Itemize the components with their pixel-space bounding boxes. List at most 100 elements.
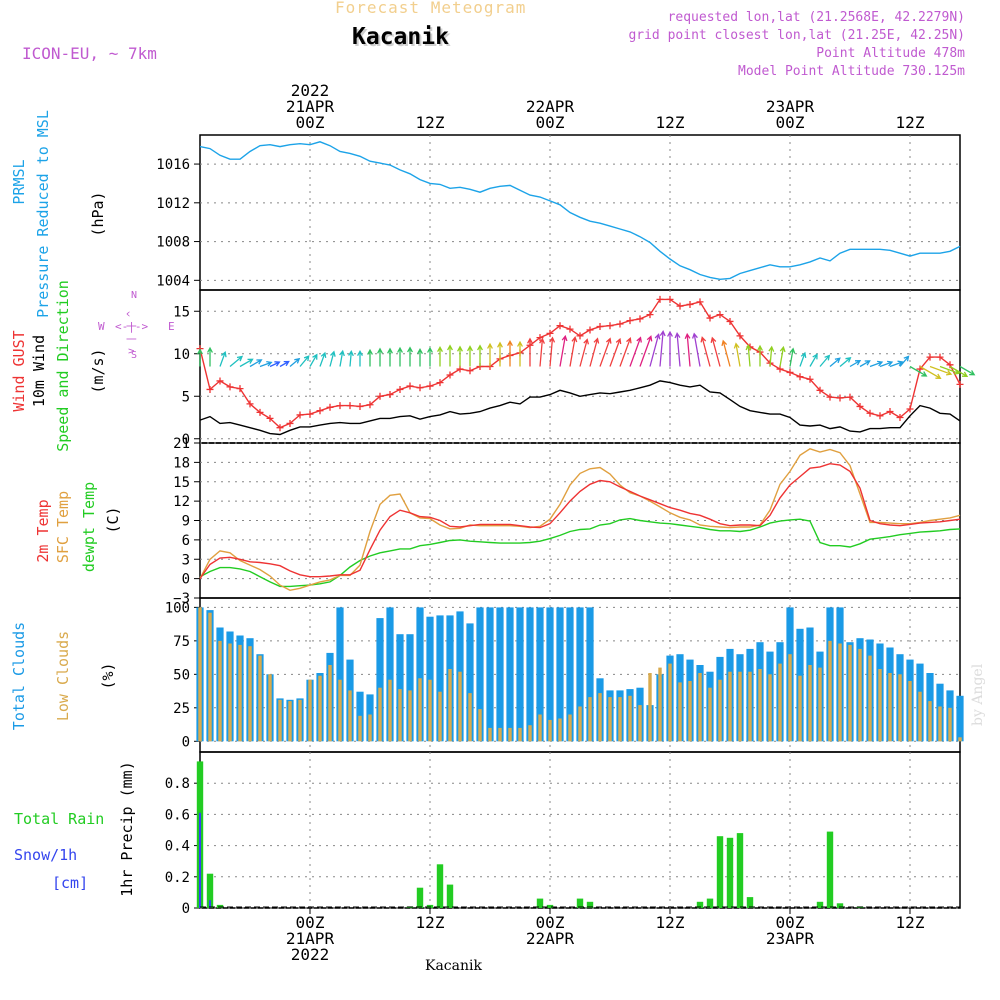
- wind-gust-marker: [266, 414, 274, 422]
- low-cloud-bar: [778, 663, 782, 742]
- rain-bar: [416, 887, 424, 908]
- wind-gust-marker: [296, 411, 304, 419]
- wind-direction-arrow: [259, 360, 273, 368]
- wind-gust-marker: [236, 385, 244, 393]
- temp-dewpt-label: dewpt Temp: [80, 482, 98, 572]
- wind-direction-arrow: [417, 347, 423, 367]
- wind-direction-arrow: [789, 347, 796, 367]
- total-cloud-bar: [956, 695, 964, 742]
- snow-unit-label: [cm]: [52, 874, 88, 892]
- wind-ytick-label: 5: [182, 389, 190, 405]
- low-cloud-bar: [248, 646, 252, 742]
- rain-bar: [706, 898, 714, 908]
- pressure-ytick-label: 1016: [156, 157, 190, 173]
- clouds-ytick-label: 75: [173, 634, 190, 650]
- low-cloud-bar: [238, 644, 242, 742]
- temp-ytick-label: 6: [182, 533, 190, 549]
- wind-direction-arrow: [899, 355, 910, 367]
- wind-direction-arrow: [299, 355, 310, 367]
- wind-gust-marker: [706, 314, 714, 322]
- pressure-series-line: [199, 141, 961, 281]
- temp-2m-label: 2m Temp: [34, 499, 52, 562]
- precip-ytick-label: 0.8: [165, 776, 190, 792]
- wind-direction-arrow: [229, 355, 244, 367]
- wind-direction-arrow: [721, 339, 731, 367]
- wind-direction-arrow: [427, 346, 433, 367]
- low-cloud-bar: [688, 681, 692, 742]
- temp-unit-label: (C): [104, 506, 122, 533]
- snow-bar: [209, 900, 211, 908]
- rain-bar: [546, 904, 554, 908]
- total-cloud-bar: [516, 607, 524, 742]
- wind-ytick-label: 10: [173, 347, 190, 363]
- wind-gust-marker: [856, 402, 864, 410]
- total-cloud-bar: [546, 607, 554, 742]
- temp-ytick-label: 18: [173, 455, 190, 471]
- wind-gust-marker: [866, 409, 874, 417]
- rain-bar: [536, 898, 544, 908]
- rain-bar: [716, 836, 724, 908]
- wind-gust-marker: [376, 392, 384, 400]
- total-cloud-bar: [486, 607, 494, 742]
- wind-direction-arrow: [437, 345, 443, 367]
- wind-direction-arrow: [527, 337, 533, 367]
- total-cloud-bar: [396, 634, 404, 742]
- wind-direction-arrow: [357, 349, 363, 367]
- wind-gust-marker: [316, 407, 324, 415]
- low-cloud-bar: [558, 718, 562, 742]
- top-time-label: 00Z: [776, 113, 805, 132]
- bottom-time-label: 00Z: [536, 913, 565, 932]
- wind-gust-marker: [676, 302, 684, 310]
- low-cloud-bar: [948, 707, 952, 742]
- wind-unit-label: (m/s): [89, 348, 107, 393]
- wind-direction-arrow: [959, 365, 976, 376]
- low-cloud-bar: [268, 674, 272, 742]
- wind-gust-marker: [696, 298, 704, 306]
- low-cloud-bar: [328, 665, 332, 742]
- total-rain-label: Total Rain: [14, 810, 104, 828]
- low-cloud-bar: [228, 643, 232, 742]
- total-cloud-bar: [556, 607, 564, 742]
- wind-direction-arrow: [745, 344, 752, 367]
- low-cloud-bar: [518, 727, 522, 742]
- wind-gust-label: Wind GUST: [10, 330, 28, 411]
- wind-gust-marker: [876, 412, 884, 420]
- wind-gust-marker: [396, 385, 404, 393]
- footer-station: Kacanik: [425, 958, 482, 974]
- low-cloud-bar: [478, 709, 482, 742]
- low-cloud-bar: [798, 675, 802, 742]
- low-cloud-bar: [838, 643, 842, 742]
- wind-direction-arrow: [929, 365, 953, 376]
- wind-gust-marker: [336, 402, 344, 410]
- wind-direction-arrow: [629, 336, 642, 367]
- low-cloud-bar: [368, 714, 372, 742]
- low-cloud-bar: [258, 655, 262, 742]
- rain-bar: [216, 904, 224, 908]
- top-time-label: 12Z: [656, 113, 685, 132]
- wind-direction-arrow: [909, 365, 928, 377]
- total-cloud-bar: [536, 607, 544, 742]
- wind-direction-arrow: [309, 353, 318, 367]
- wind-gust-marker: [356, 402, 364, 410]
- wind-direction-arrow: [319, 351, 327, 367]
- rain-bar: [446, 884, 454, 908]
- rain-bar: [746, 897, 754, 908]
- bottom-time-label: 00Z: [776, 913, 805, 932]
- wind-gust-marker: [666, 295, 674, 303]
- low-cloud-bar: [808, 665, 812, 742]
- low-cloud-bar: [198, 607, 202, 742]
- wind-gust-marker: [246, 400, 254, 408]
- low-cloud-bar: [418, 678, 422, 742]
- wind-direction-arrow: [768, 345, 775, 367]
- temp-ytick-label: 0: [182, 572, 190, 588]
- wind-gust-marker: [286, 419, 294, 427]
- wind-gust-marker: [716, 311, 724, 319]
- low-cloud-bar: [908, 681, 912, 742]
- temp-2m-series-line: [199, 462, 961, 580]
- wind-gust-marker: [906, 405, 914, 413]
- rain-bar: [836, 903, 844, 908]
- snow-bar: [199, 812, 201, 908]
- rain-bar: [576, 898, 584, 908]
- total-cloud-bar: [426, 616, 434, 742]
- wind-ytick-label: 15: [173, 304, 190, 320]
